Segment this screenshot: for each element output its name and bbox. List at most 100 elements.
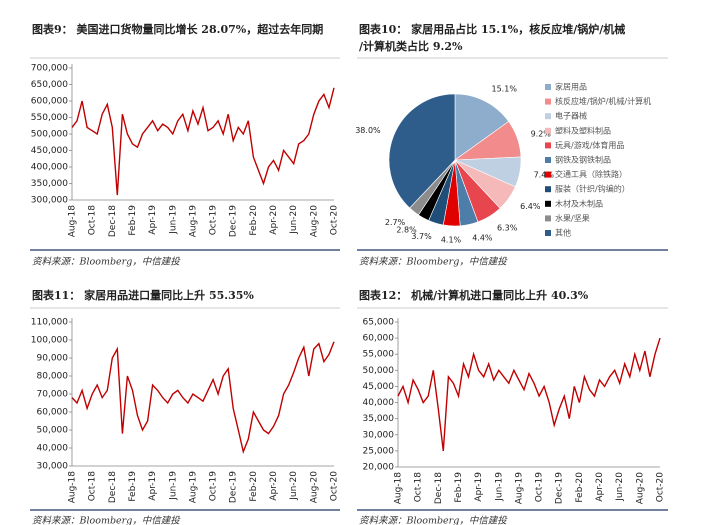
y-tick-label: 90,000: [37, 354, 69, 364]
source-note: 资料来源：Bloomberg，中信建投: [32, 516, 181, 525]
y-tick-label: 650,000: [31, 80, 68, 90]
chart-title: 图表9： 美国进口货物量同比增长 28.07%，超过去年同期: [32, 22, 323, 36]
x-tick-label: Oct-19: [209, 205, 219, 236]
pie-slice: [388, 93, 456, 209]
x-tick-label: Dec-18: [434, 472, 444, 504]
data-line: [71, 87, 335, 196]
x-tick-label: Aug-18: [394, 472, 404, 505]
pie-label: 9.2%: [531, 129, 552, 138]
x-tick-label: Feb-19: [454, 472, 464, 503]
chart-title: 图表11： 家居用品进口量同比上升 55.35%: [32, 288, 254, 302]
pie-label: 6.4%: [520, 202, 541, 211]
y-tick-label: 350,000: [31, 179, 68, 189]
legend-swatch: [545, 98, 551, 105]
legend-label: 核反应堆/锅炉/机械/计算机: [555, 96, 651, 106]
x-tick-label: Aug-19: [188, 205, 198, 238]
y-tick-label: 30,000: [37, 462, 69, 472]
x-tick-label: Dec-19: [229, 471, 239, 503]
y-tick-label: 45,000: [363, 382, 395, 392]
legend-label: 家居用品: [555, 82, 587, 92]
x-tick-label: Apr-19: [148, 471, 158, 501]
x-tick-label: Feb-20: [249, 205, 259, 236]
pie-label: 6.3%: [497, 224, 518, 233]
y-tick-label: 700,000: [31, 64, 68, 74]
y-tick-label: 110,000: [31, 318, 68, 328]
y-tick-label: 50,000: [363, 366, 395, 376]
x-tick-label: Oct-19: [535, 472, 545, 503]
source-note: 资料来源：Bloomberg，中信建投: [32, 257, 181, 268]
x-tick-label: Oct-20: [330, 205, 340, 236]
y-tick-label: 100,000: [31, 336, 68, 346]
x-tick-label: Dec-18: [108, 471, 118, 503]
legend-swatch: [545, 230, 551, 236]
pie-slice: [454, 93, 510, 161]
x-tick-label: Jun-19: [494, 472, 504, 502]
y-tick-label: 450,000: [31, 146, 68, 156]
legend-swatch: [545, 186, 551, 193]
x-tick-label: Aug-18: [68, 205, 78, 238]
legend-swatch: [545, 157, 551, 163]
legend-label: 其他: [555, 228, 571, 238]
source-note: 资料来源：Bloomberg，中信建投: [359, 516, 508, 525]
pie-label: 15.1%: [492, 84, 518, 93]
x-tick-label: Aug-19: [514, 472, 524, 505]
pie-label: 4.1%: [441, 235, 462, 244]
legend-label: 服装（针织/钩编的）: [555, 184, 630, 194]
pie-label: 2.8%: [396, 226, 417, 235]
x-tick-label: Feb-20: [575, 472, 585, 503]
legend-label: 钢铁及钢铁制品: [555, 155, 611, 165]
x-tick-label: Oct-18: [88, 205, 98, 236]
y-tick-label: 30,000: [363, 430, 395, 440]
x-tick-label: Jun-19: [168, 205, 178, 235]
y-tick-label: 550,000: [31, 113, 68, 123]
x-tick-label: Oct-18: [414, 472, 424, 503]
pie-label: 7.4%: [534, 170, 555, 179]
legend-label: 玩具/游戏/体育用品: [555, 140, 624, 150]
y-tick-label: 400,000: [31, 163, 68, 173]
y-tick-label: 600,000: [31, 97, 68, 107]
x-tick-label: Apr-19: [148, 205, 158, 235]
y-tick-label: 65,000: [363, 318, 395, 328]
legend-label: 水果/坚果: [555, 213, 590, 223]
legend-swatch: [545, 171, 551, 178]
legend-swatch: [545, 113, 551, 120]
x-tick-label: Feb-19: [128, 471, 138, 502]
pie-label: 2.7%: [385, 218, 406, 227]
x-tick-label: Dec-19: [229, 205, 239, 237]
y-tick-label: 40,000: [363, 398, 395, 408]
x-tick-label: Oct-19: [209, 471, 219, 502]
x-tick-label: Oct-20: [656, 472, 666, 503]
x-tick-label: Dec-19: [555, 472, 565, 504]
x-tick-label: Apr-19: [474, 472, 484, 502]
x-tick-label: Feb-19: [128, 205, 138, 236]
x-tick-label: Dec-18: [108, 205, 118, 237]
y-tick-label: 80,000: [37, 372, 69, 382]
y-tick-label: 50,000: [37, 426, 69, 436]
x-tick-label: Aug-20: [309, 205, 319, 238]
chart-title: 图表12： 机械/计算机进口量同比上升 40.3%: [359, 288, 589, 302]
data-line: [71, 341, 335, 454]
pie-label: 38.0%: [355, 126, 381, 135]
legend-swatch: [545, 127, 551, 134]
x-tick-label: Apr-20: [269, 205, 279, 235]
x-tick-label: Aug-18: [68, 471, 78, 504]
x-tick-label: Apr-20: [595, 472, 605, 502]
legend-label: 塑料及塑料制品: [555, 125, 611, 135]
pie-label: 4.4%: [472, 234, 493, 243]
pie-label: 3.7%: [411, 232, 432, 241]
legend-swatch: [545, 200, 551, 207]
y-tick-label: 60,000: [37, 408, 69, 418]
x-tick-label: Apr-20: [269, 471, 279, 501]
y-tick-label: 20,000: [363, 463, 395, 473]
y-tick-label: 300,000: [31, 196, 68, 206]
y-tick-label: 60,000: [363, 334, 395, 344]
x-tick-label: Aug-20: [635, 472, 645, 505]
data-line: [397, 337, 661, 451]
y-tick-label: 55,000: [363, 350, 395, 360]
chart-title: 图表10： 家居用品占比 15.1%，核反应堆/锅炉/机械/计算机类占比 9.2…: [359, 22, 625, 53]
y-tick-label: 40,000: [37, 444, 69, 454]
legend-swatch: [545, 142, 551, 149]
x-tick-label: Jun-19: [168, 471, 178, 501]
legend-swatch: [545, 215, 551, 222]
